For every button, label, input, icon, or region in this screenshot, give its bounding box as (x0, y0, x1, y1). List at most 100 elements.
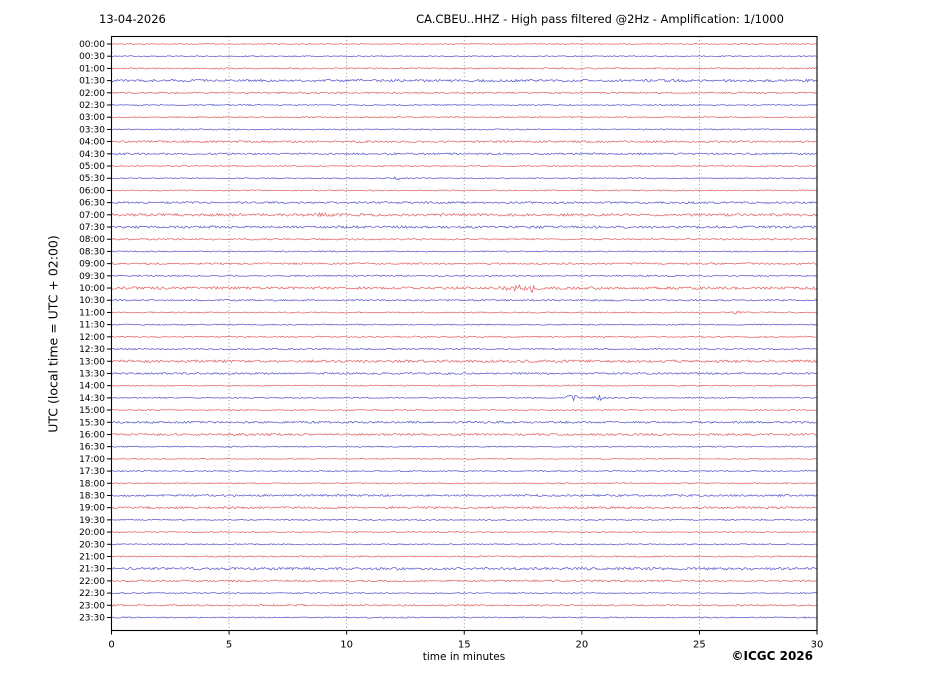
trace-13:30 (111, 371, 818, 375)
trace-15:00 (111, 408, 818, 412)
x-tick-label-30: 30 (811, 640, 824, 651)
trace-19:00 (111, 505, 818, 510)
trace-17:00 (111, 457, 818, 460)
trace-02:00 (111, 91, 818, 95)
y-tick-label-16:00: 16:00 (79, 430, 105, 440)
y-tick-label-02:00: 02:00 (79, 89, 105, 99)
trace-10:00 (111, 284, 818, 293)
trace-08:30 (111, 250, 818, 253)
y-tick-label-03:30: 03:30 (79, 125, 105, 135)
trace-12:00 (111, 335, 818, 339)
y-tick-label-20:30: 20:30 (79, 540, 105, 550)
y-tick-label-04:00: 04:00 (79, 138, 105, 148)
x-tick-label-20: 20 (575, 640, 588, 651)
y-tick-label-05:00: 05:00 (79, 162, 105, 172)
trace-11:00 (111, 310, 818, 315)
y-tick-label-06:00: 06:00 (79, 186, 105, 196)
trace-07:00 (111, 211, 818, 218)
y-tick-label-21:30: 21:30 (79, 565, 105, 575)
y-tick-label-10:00: 10:00 (79, 284, 105, 294)
trace-14:30 (111, 394, 817, 403)
trace-12:30 (111, 347, 818, 351)
trace-10:30 (111, 298, 818, 302)
trace-05:30 (111, 176, 818, 181)
y-tick-label-17:00: 17:00 (79, 455, 105, 465)
y-tick-label-06:30: 06:30 (79, 199, 105, 209)
trace-02:30 (111, 103, 818, 107)
trace-01:30 (111, 78, 818, 83)
trace-08:00 (111, 237, 818, 241)
copyright-label: ©ICGC 2026 (731, 649, 813, 663)
trace-19:30 (111, 518, 818, 521)
figure-title: CA.CBEU..HHZ - High pass filtered @2Hz -… (416, 12, 784, 26)
trace-22:30 (111, 592, 818, 595)
trace-23:00 (111, 603, 818, 607)
trace-14:00 (111, 384, 818, 387)
trace-22:00 (111, 579, 818, 583)
trace-04:30 (111, 152, 818, 156)
y-tick-label-07:30: 07:30 (79, 223, 105, 233)
y-tick-label-14:00: 14:00 (79, 382, 105, 392)
x-tick-label-0: 0 (108, 640, 114, 651)
trace-21:00 (111, 555, 818, 558)
y-tick-label-10:30: 10:30 (79, 296, 105, 306)
trace-03:00 (111, 116, 818, 119)
y-tick-label-23:30: 23:30 (79, 613, 105, 623)
trace-06:00 (111, 189, 818, 192)
y-tick-label-01:30: 01:30 (79, 77, 105, 87)
trace-23:30 (111, 616, 818, 619)
trace-11:30 (111, 323, 818, 326)
plot-frame (110, 35, 818, 632)
y-tick-label-08:00: 08:00 (79, 235, 105, 245)
y-tick-label-09:00: 09:00 (79, 260, 105, 270)
trace-18:30 (111, 493, 818, 498)
trace-15:30 (111, 420, 818, 424)
y-tick-label-21:00: 21:00 (79, 552, 105, 562)
y-tick-label-18:00: 18:00 (79, 479, 105, 489)
y-tick-label-03:00: 03:00 (79, 113, 105, 123)
y-tick-label-18:30: 18:30 (79, 491, 105, 501)
trace-17:30 (111, 469, 818, 473)
x-axis-label: time in minutes (422, 651, 506, 663)
trace-13:00 (111, 359, 818, 364)
trace-09:00 (111, 262, 818, 266)
y-tick-label-00:00: 00:00 (79, 40, 105, 50)
trace-20:30 (111, 543, 818, 546)
y-tick-label-09:30: 09:30 (79, 272, 105, 282)
y-tick-label-22:00: 22:00 (79, 577, 105, 587)
figure-date: 13-04-2026 (99, 12, 166, 26)
trace-21:30 (111, 566, 818, 571)
trace-09:30 (111, 274, 818, 278)
trace-05:00 (111, 164, 818, 168)
y-tick-label-13:00: 13:00 (79, 357, 105, 367)
y-tick-label-12:30: 12:30 (79, 345, 105, 355)
y-tick-label-15:30: 15:30 (79, 418, 105, 428)
y-tick-label-22:30: 22:30 (79, 589, 105, 599)
y-tick-label-11:30: 11:30 (79, 321, 105, 331)
y-tick-label-00:30: 00:30 (79, 52, 105, 62)
y-tick-label-23:00: 23:00 (79, 601, 105, 611)
x-tick-label-10: 10 (340, 640, 353, 651)
trace-16:30 (111, 445, 818, 448)
y-tick-label-05:30: 05:30 (79, 174, 105, 184)
y-tick-label-01:00: 01:00 (79, 64, 105, 74)
x-tick-label-5: 5 (226, 640, 232, 651)
y-tick-label-04:30: 04:30 (79, 150, 105, 160)
trace-00:30 (111, 55, 818, 58)
y-tick-label-19:00: 19:00 (79, 504, 105, 514)
y-tick-label-13:30: 13:30 (79, 369, 105, 379)
trace-01:00 (111, 67, 818, 70)
y-tick-label-14:30: 14:30 (79, 394, 105, 404)
y-tick-label-11:00: 11:00 (79, 308, 105, 318)
trace-00:00 (111, 43, 818, 45)
trace-03:30 (111, 128, 818, 131)
x-tick-label-25: 25 (693, 640, 706, 651)
trace-16:00 (111, 432, 818, 437)
y-tick-label-19:30: 19:30 (79, 516, 105, 526)
y-tick-label-20:00: 20:00 (79, 528, 105, 538)
y-tick-label-17:30: 17:30 (79, 467, 105, 477)
trace-06:30 (111, 200, 818, 205)
y-tick-label-07:00: 07:00 (79, 211, 105, 221)
